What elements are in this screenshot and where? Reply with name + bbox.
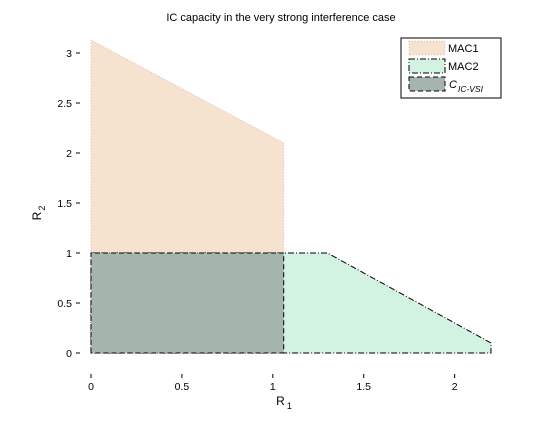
y-tick-label: 1 [66,248,72,260]
y-tick-label: 0 [66,348,72,360]
x-tick-label: 2 [452,381,458,393]
y-axis: 0 0.5 1 1.5 2 2.5 3 [57,48,80,360]
legend-swatch-mac1 [408,40,446,56]
legend-label-c-main: C [449,79,457,91]
y-axis-label: R2 [30,206,47,221]
x-tick-label: 0.5 [175,381,190,393]
series-region-2 [90,252,285,354]
legend-swatch-mac2 [408,58,446,74]
chart-title: IC capacity in the very strong interfere… [166,12,395,24]
legend-label-mac2: MAC2 [448,61,479,73]
legend: MAC1 MAC2 CIC-VSI [400,37,502,99]
legend-label-c-ic-vsi: CIC-VSI [449,79,484,94]
x-axis: 0 0.5 1 1.5 2 [88,374,458,393]
x-axis-label-sub: 1 [287,401,292,411]
y-tick-label: 2.5 [57,98,72,110]
y-tick-label: 3 [66,48,72,60]
legend-label-mac1: MAC1 [448,43,479,55]
x-axis-label-main: R [276,394,285,408]
legend-label-c-sub: IC-VSI [458,84,484,94]
y-tick-label: 0.5 [57,298,72,310]
x-tick-label: 0 [88,381,94,393]
y-tick-label: 1.5 [57,198,72,210]
y-tick-label: 2 [66,148,72,160]
x-tick-label: 1.5 [356,381,371,393]
legend-swatch-c-ic-vsi [408,76,446,92]
y-axis-label-sub: 2 [37,206,47,211]
x-tick-label: 1 [270,381,276,393]
y-axis-label-main: R [30,211,44,220]
plot-area [90,39,492,354]
